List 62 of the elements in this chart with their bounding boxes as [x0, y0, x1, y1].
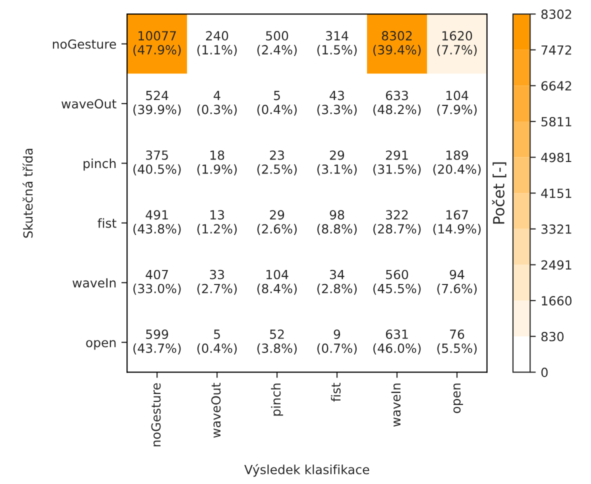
- data-label: 98 (8.8%): [317, 210, 357, 236]
- data-label: 104 (7.9%): [437, 90, 477, 116]
- data-label: 322 (28.7%): [373, 210, 421, 236]
- color-bar-label: 830: [541, 332, 564, 342]
- data-label: 104 (8.4%): [257, 270, 297, 295]
- color-bar-title: Počet [-]: [492, 162, 506, 224]
- data-label: 9 (0.7%): [317, 330, 357, 354]
- data-label: 23 (2.5%): [257, 150, 297, 176]
- x-axis-title: Výsledek klasifikace: [244, 464, 370, 477]
- data-label: 631 (46.0%): [373, 330, 421, 354]
- x-tick-label: fist: [330, 382, 341, 402]
- color-bar-label: 4981: [541, 152, 572, 162]
- data-label: 76 (5.5%): [437, 330, 477, 354]
- data-label: 33 (2.7%): [197, 270, 237, 295]
- x-tick-label: waveOut: [211, 382, 221, 438]
- data-label: 29 (2.6%): [257, 210, 297, 236]
- data-label: 13 (1.2%): [197, 210, 237, 236]
- data-label: 167 (14.9%): [433, 210, 481, 236]
- data-label: 5 (0.4%): [197, 330, 237, 354]
- color-bar-label: 1660: [542, 296, 572, 306]
- y-tick-label: noGesture: [52, 39, 116, 49]
- y-tick-label: open: [86, 340, 116, 350]
- data-label: 29 (3.1%): [317, 150, 357, 176]
- x-tick-label: open: [453, 384, 464, 414]
- data-label: 34 (2.8%): [317, 270, 357, 295]
- x-tick-label: waveIn: [391, 384, 401, 427]
- data-label: 500 (2.4%): [257, 31, 297, 56]
- data-label: 291 (31.5%): [373, 150, 421, 176]
- data-label: 633 (48.2%): [373, 90, 421, 116]
- y-tick-label: fist: [98, 218, 116, 228]
- color-bar-label: 5811: [542, 116, 572, 126]
- data-label: 43 (3.3%): [317, 90, 357, 116]
- y-tick-label: waveOut: [62, 99, 116, 109]
- data-label: 524 (39.9%): [133, 90, 181, 116]
- y-tick-label: pinch: [84, 158, 116, 171]
- data-label: 4 (0.3%): [197, 90, 237, 116]
- color-bar-label: 8302: [541, 10, 572, 19]
- x-tick-label: pinch: [270, 384, 284, 416]
- color-bar-label: 0: [541, 368, 548, 378]
- color-bar-label: 7472: [542, 45, 572, 55]
- data-label: 599 (43.7%): [133, 330, 181, 354]
- y-tick-label: waveIn: [72, 278, 116, 288]
- data-label: 1620 (7.7%): [437, 31, 477, 56]
- data-label: 10077 (47.9%): [133, 31, 181, 56]
- data-label: 314 (1.5%): [317, 31, 357, 56]
- data-label: 5 (0.4%): [257, 90, 297, 116]
- data-label: 407 (33.0%): [133, 270, 181, 295]
- color-bar-label: 3321: [541, 224, 572, 234]
- data-label: 189 (20.4%): [433, 150, 481, 176]
- data-label: 560 (45.5%): [373, 270, 421, 295]
- x-tick-label: noGesture: [151, 383, 161, 446]
- data-label: 52 (3.8%): [257, 330, 297, 354]
- data-label: 240 (1.1%): [197, 31, 237, 56]
- color-bar-label: 4151: [541, 188, 572, 198]
- data-label: 8302 (39.4%): [373, 31, 421, 56]
- data-label: 491 (43.8%): [133, 210, 181, 236]
- color-bar-label: 2491: [541, 260, 572, 270]
- data-label: 18 (1.9%): [197, 150, 237, 176]
- color-bar-label: 6642: [541, 81, 572, 91]
- data-label: 94 (7.6%): [437, 270, 477, 295]
- y-axis-title: Skutečná třída: [22, 148, 33, 238]
- data-label: 375 (40.5%): [133, 150, 181, 176]
